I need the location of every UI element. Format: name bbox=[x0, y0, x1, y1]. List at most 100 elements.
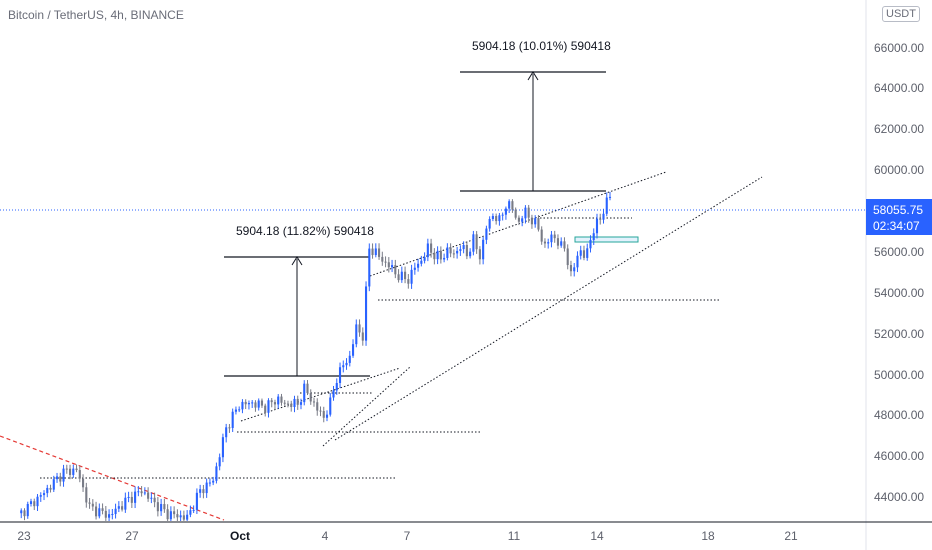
projection-1-label: 5904.18 (11.82%) 590418 bbox=[236, 224, 374, 238]
candle-up bbox=[605, 197, 608, 214]
candle-countdown: 02:34:07 bbox=[873, 219, 920, 233]
candle-down bbox=[475, 234, 478, 250]
candle-up bbox=[410, 269, 413, 284]
x-tick-label: 21 bbox=[784, 529, 798, 543]
candle-up bbox=[179, 515, 182, 518]
candle-up bbox=[482, 239, 485, 260]
candle-down bbox=[260, 400, 264, 406]
x-tick-label: 11 bbox=[508, 529, 521, 543]
projection-2-arrow-head bbox=[527, 71, 539, 81]
candle-down bbox=[130, 496, 133, 503]
y-tick-label: 60000.00 bbox=[874, 163, 924, 177]
candle-down bbox=[85, 487, 88, 503]
candle-up bbox=[508, 201, 511, 209]
symbol-title[interactable]: Bitcoin / TetherUS, 4h, BINANCE bbox=[8, 8, 184, 22]
candle-up bbox=[169, 511, 172, 520]
candle-up bbox=[351, 344, 355, 356]
candle-up bbox=[443, 257, 446, 260]
currency-badge[interactable]: USDT bbox=[882, 6, 920, 22]
candle-down bbox=[306, 383, 309, 394]
candle-up bbox=[400, 271, 403, 281]
candle-up bbox=[436, 250, 439, 260]
candle-up bbox=[208, 482, 211, 484]
candle-up bbox=[595, 218, 599, 234]
candle-up bbox=[426, 243, 429, 258]
candle-up bbox=[586, 248, 589, 258]
candle-up bbox=[325, 414, 329, 418]
candle-down bbox=[530, 217, 533, 225]
candle-down bbox=[49, 487, 52, 490]
candle-down bbox=[537, 218, 540, 230]
candle-down bbox=[153, 497, 156, 503]
candle-up bbox=[267, 400, 270, 413]
candle-down bbox=[527, 207, 530, 218]
candle-down bbox=[283, 402, 286, 404]
y-tick-label: 48000.00 bbox=[874, 408, 924, 422]
candle-down bbox=[312, 401, 316, 403]
candle-up bbox=[423, 257, 426, 261]
candle-up bbox=[46, 487, 49, 494]
candle-down bbox=[599, 218, 602, 220]
candle-up bbox=[491, 216, 494, 220]
candle-down bbox=[511, 201, 514, 210]
candle-down bbox=[163, 504, 166, 510]
candle-down bbox=[121, 506, 124, 510]
candle-up bbox=[472, 234, 475, 252]
candle-up bbox=[137, 491, 140, 493]
y-axis-labels: 44000.00 46000.00 48000.00 50000.00 5200… bbox=[874, 41, 924, 504]
candle-up bbox=[143, 492, 146, 494]
candle-down bbox=[384, 261, 387, 263]
candle-down bbox=[433, 252, 436, 260]
candle-up bbox=[345, 362, 348, 366]
candle-up bbox=[98, 508, 101, 517]
y-tick-label: 56000.00 bbox=[874, 245, 924, 259]
candle-up bbox=[108, 514, 111, 518]
candle-up bbox=[150, 497, 153, 499]
candle-up bbox=[335, 382, 338, 391]
y-tick-label: 52000.00 bbox=[874, 327, 924, 341]
candle-down bbox=[59, 476, 62, 482]
candle-down bbox=[166, 509, 169, 520]
candle-up bbox=[127, 496, 130, 498]
candle-down bbox=[270, 400, 273, 403]
candle-up bbox=[192, 509, 195, 511]
candle-down bbox=[65, 468, 68, 470]
x-tick-label: 7 bbox=[404, 529, 411, 543]
candle-up bbox=[114, 508, 117, 515]
candle-down bbox=[88, 502, 91, 504]
candle-down bbox=[244, 401, 247, 405]
candle-up bbox=[111, 514, 114, 516]
candle-up bbox=[199, 489, 202, 493]
candle-up bbox=[277, 396, 280, 405]
candle-up bbox=[364, 286, 368, 341]
x-tick-label: 18 bbox=[701, 529, 715, 543]
candle-down bbox=[381, 256, 384, 262]
candle-down bbox=[319, 410, 322, 412]
candle-up bbox=[420, 260, 423, 264]
candle-up bbox=[241, 401, 244, 410]
candle-down bbox=[101, 508, 104, 511]
candle-down bbox=[569, 265, 573, 272]
candle-up bbox=[501, 214, 504, 216]
candle-up bbox=[547, 242, 550, 244]
candle-down bbox=[452, 253, 455, 255]
candle-up bbox=[160, 504, 163, 512]
candle-down bbox=[543, 241, 547, 244]
candle-down bbox=[176, 514, 179, 518]
candle-up bbox=[459, 249, 462, 251]
candle-up bbox=[329, 397, 332, 415]
y-tick-label: 66000.00 bbox=[874, 41, 924, 55]
candle-down bbox=[465, 244, 468, 257]
candle-up bbox=[534, 218, 537, 225]
candle-down bbox=[286, 403, 290, 405]
candle-up bbox=[299, 402, 303, 405]
candle-down bbox=[517, 217, 520, 222]
candle-down bbox=[264, 405, 267, 413]
x-tick-label: 27 bbox=[125, 529, 139, 543]
x-tick-label: 23 bbox=[17, 529, 31, 543]
candle-up bbox=[485, 228, 488, 240]
candle-up bbox=[462, 244, 465, 250]
y-tick-label: 54000.00 bbox=[874, 286, 924, 300]
candle-down bbox=[495, 216, 498, 222]
